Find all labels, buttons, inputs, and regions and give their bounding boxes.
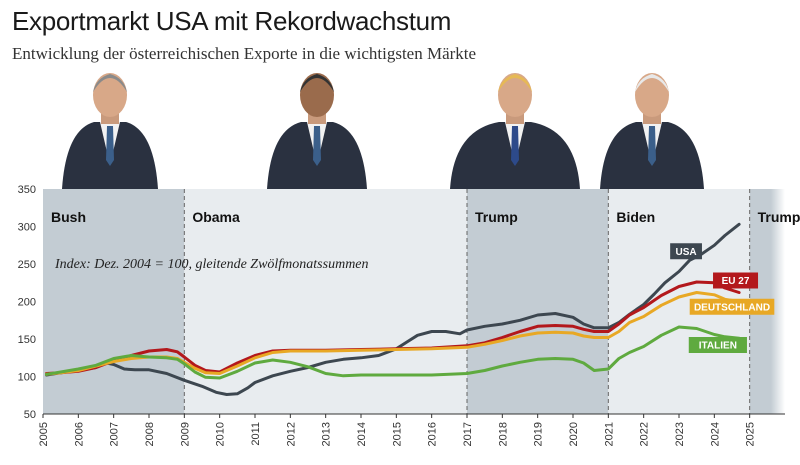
y-tick-label: 50 — [24, 409, 36, 421]
tie-shape — [106, 126, 114, 166]
y-tick-label: 200 — [18, 297, 36, 309]
chart-subtitle: Entwicklung der österreichischen Exporte… — [12, 44, 477, 63]
series-badge-bg — [688, 337, 747, 353]
chart-title: Exportmarkt USA mit Rekordwachstum — [12, 6, 452, 36]
head-shape — [93, 73, 127, 117]
series-badge: ITALIEN — [688, 337, 747, 353]
y-tick-label: 100 — [18, 372, 36, 384]
series-labels: USA EU 27 DEUTSCHLAND ITALIEN — [670, 243, 775, 353]
president-portrait-biden — [600, 73, 704, 189]
y-axis: 50 100 150 200 250 300 350 — [18, 184, 36, 421]
series-badge-label: ITALIEN — [699, 341, 737, 352]
y-tick-label: 350 — [18, 184, 36, 196]
president-portrait-trump — [450, 73, 580, 189]
x-axis: 2005 2006 2007 2008 2009 2010 2011 2012 2013 2014… — [38, 413, 785, 446]
hair-shape — [300, 74, 334, 92]
series-badge: DEUTSCHLAND — [689, 298, 775, 315]
presidency-label: Trump — [758, 209, 800, 225]
series-badge: USA — [670, 243, 702, 260]
x-tick-label: 2022 — [639, 422, 651, 446]
y-tick-label: 150 — [18, 334, 36, 346]
president-portraits — [62, 73, 704, 189]
presidency-labels: Bush Obama Trump Biden Trump — [51, 209, 800, 225]
head-shape — [498, 73, 532, 117]
tie-shape — [511, 126, 519, 166]
x-tick-label: 2025 — [745, 422, 757, 446]
head-shape — [300, 73, 334, 117]
hair-shape — [93, 74, 127, 92]
x-tick-label: 2021 — [603, 422, 615, 446]
series-badge-bg — [689, 298, 775, 315]
x-tick-label: 2024 — [709, 422, 721, 446]
x-tick-label: 2009 — [179, 422, 191, 446]
tie-shape — [313, 126, 321, 166]
presidency-label: Biden — [616, 209, 655, 225]
series-line-italien — [45, 325, 741, 380]
x-tick-label: 2017 — [462, 422, 474, 446]
series-badge-label: USA — [676, 247, 697, 258]
presidency-label: Bush — [51, 209, 86, 225]
series-badge-bg — [713, 272, 759, 289]
x-tick-label: 2008 — [144, 422, 156, 446]
presidency-label: Trump — [475, 209, 518, 225]
x-tick-label: 2005 — [38, 422, 50, 446]
x-tick-label: 2019 — [533, 422, 545, 446]
president-portrait-obama — [267, 73, 367, 189]
series-lines — [45, 222, 741, 396]
presidency-band — [467, 189, 609, 414]
presidency-label: Obama — [192, 209, 240, 225]
x-tick-label: 2016 — [427, 422, 439, 446]
x-tick-label: 2006 — [73, 422, 85, 446]
x-tick-label: 2020 — [568, 422, 580, 446]
y-tick-label: 250 — [18, 259, 36, 271]
y-tick-label: 300 — [18, 222, 36, 234]
president-portrait-bush — [62, 73, 158, 189]
hair-shape — [635, 74, 669, 92]
x-tick-label: 2018 — [497, 422, 509, 446]
series-line-usa — [45, 222, 741, 396]
x-tick-label: 2012 — [285, 422, 297, 446]
x-tick-label: 2014 — [356, 422, 368, 446]
index-note: Index: Dez. 2004 = 100, gleitende Zwölfm… — [54, 257, 369, 272]
x-tick-label: 2023 — [674, 422, 686, 446]
series-badge-label: DEUTSCHLAND — [694, 302, 770, 313]
x-tick-label: 2013 — [321, 422, 333, 446]
hair-shape — [498, 74, 532, 92]
head-shape — [635, 73, 669, 117]
x-tick-label: 2010 — [215, 422, 227, 446]
series-badge: EU 27 — [713, 272, 759, 289]
series-badge-label: EU 27 — [722, 276, 750, 287]
x-tick-label: 2011 — [250, 422, 262, 446]
series-badge-bg — [670, 243, 702, 260]
x-tick-label: 2015 — [391, 422, 403, 446]
presidency-bands — [43, 189, 785, 414]
presidency-band — [43, 189, 185, 414]
x-tick-label: 2007 — [109, 422, 121, 446]
tie-shape — [648, 126, 656, 166]
